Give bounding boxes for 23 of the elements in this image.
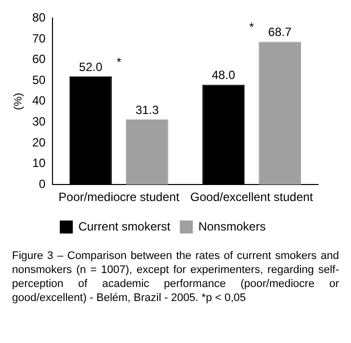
legend-label: Nonsmokers bbox=[198, 219, 266, 234]
x-tick-label: Good/excellent student bbox=[190, 190, 314, 204]
x-tick-label: Poor/mediocre student bbox=[58, 190, 180, 204]
y-tick-label: 60 bbox=[32, 52, 46, 66]
data-label: 31.3 bbox=[135, 102, 160, 117]
y-tick-label: 70 bbox=[32, 31, 46, 46]
y-axis-title: (%) bbox=[12, 92, 25, 110]
y-tick-label: 80 bbox=[32, 10, 46, 25]
bar bbox=[258, 42, 301, 185]
annotation: * bbox=[249, 20, 254, 34]
y-tick-label: 30 bbox=[32, 114, 46, 129]
y-tick-label: 0 bbox=[38, 176, 46, 191]
y-tick-label: 10 bbox=[32, 156, 46, 170]
y-tick-label: 50 bbox=[32, 72, 46, 87]
caption: Figure 3 – Comparison between the rates of current smokers and nonsmokers (n = 1007), except for experimenters, regarding self-perception of academic performance (poor/mediocre or good/excellent) - Belém, Brazil - 2005. *p < 0,05 bbox=[12, 249, 339, 305]
annotation: * bbox=[116, 54, 122, 69]
data-label: 52.0 bbox=[79, 60, 103, 74]
y-tick-label: 20 bbox=[32, 135, 46, 150]
bar bbox=[126, 119, 168, 185]
data-label: 48.0 bbox=[212, 68, 236, 82]
legend-label: Current smokerst bbox=[78, 219, 171, 234]
y-tick-label: 40 bbox=[32, 94, 46, 108]
data-label: 68.7 bbox=[268, 25, 292, 40]
